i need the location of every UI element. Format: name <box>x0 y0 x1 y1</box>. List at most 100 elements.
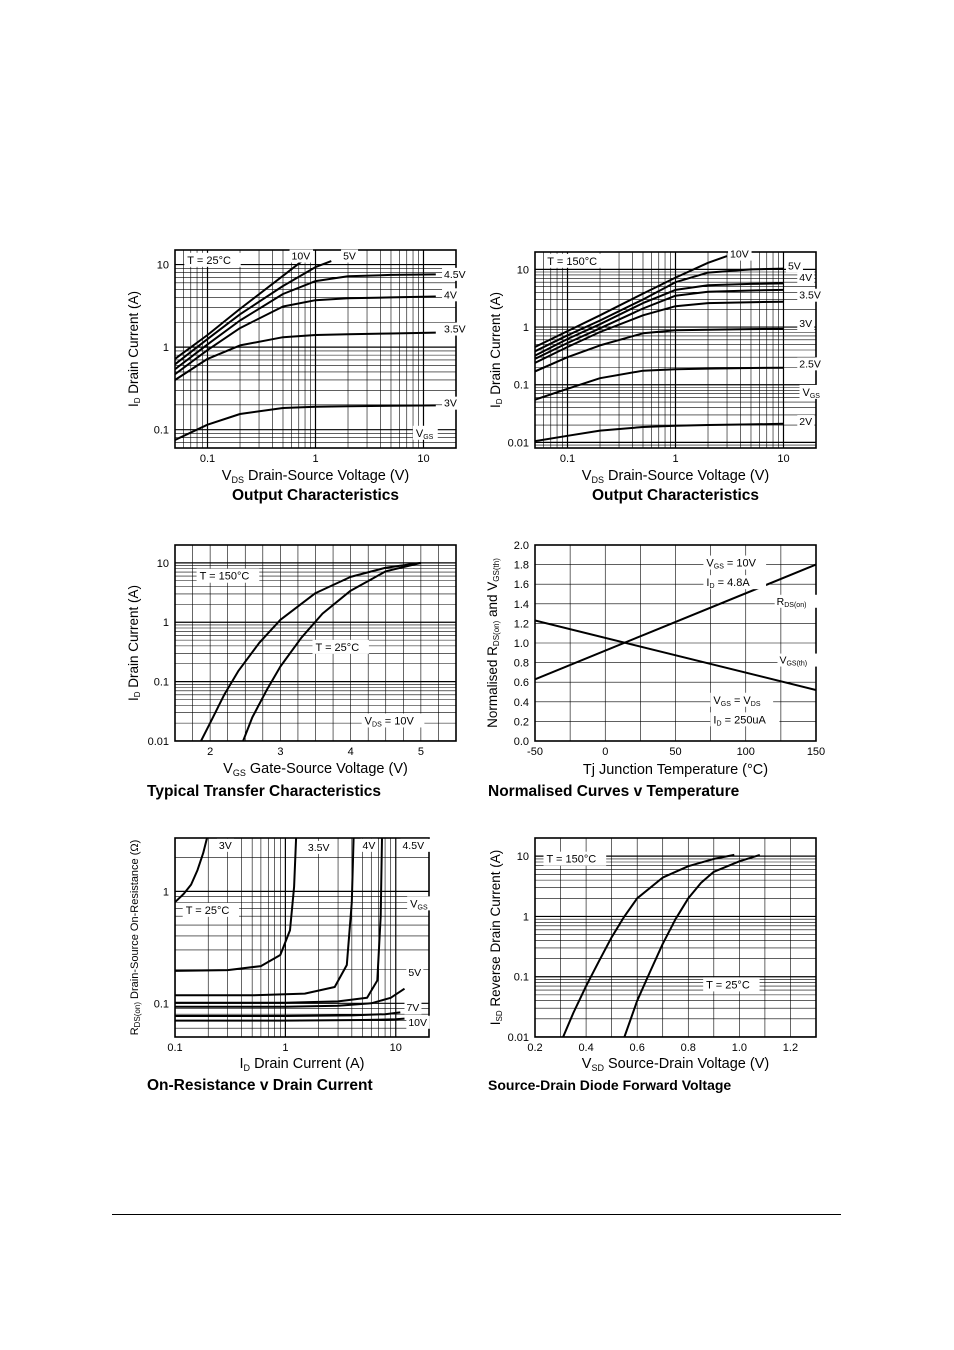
annotation-label: ID = 4.8A <box>706 577 750 590</box>
annotation-label: T = 150°C <box>547 256 597 268</box>
series-line-3v <box>175 404 436 441</box>
y-tick-label: 0.01 <box>148 736 169 748</box>
chart-c4: -50 0 50 100 150 0.0 0.2 0.4 0.6 0.8 1.0 1.2 1.4 1.6 1… <box>485 540 834 800</box>
annotation-label: VDS = 10V <box>365 715 415 728</box>
series-line-4-5v <box>175 838 383 1004</box>
x-tick-label: 0.8 <box>681 1042 696 1054</box>
series-line-3v <box>175 838 208 903</box>
annotation-label: T = 25°C <box>706 979 750 991</box>
annotation-label: T = 25°C <box>316 642 360 654</box>
y-tick-label: 10 <box>517 264 529 276</box>
series-line-4-5v <box>175 273 436 370</box>
plot-frame <box>534 544 817 742</box>
annotation-label: VGS <box>803 387 821 400</box>
y-tick-label: 0.1 <box>514 380 529 392</box>
y-tick-label: 1 <box>163 886 169 898</box>
x-axis-label: Tj Junction Temperature (°C) <box>583 762 768 778</box>
series-line-5v <box>535 267 784 353</box>
grid <box>175 250 456 448</box>
series-line-3-5v <box>535 300 784 364</box>
y-axis-label: RDS(on) Drain-Source On-Resistance (Ω) <box>129 840 142 1036</box>
chart-title: Source-Drain Diode Forward Voltage <box>488 1077 731 1093</box>
x-tick-label: 5 <box>418 746 424 758</box>
y-tick-label: 0.01 <box>508 437 529 449</box>
x-tick-label: 150 <box>807 746 825 758</box>
series-line-4v <box>535 282 784 357</box>
x-axis-label: VDS Drain-Source Voltage (V) <box>222 468 409 485</box>
chart-title: On-Resistance v Drain Current <box>147 1077 373 1094</box>
x-tick-label: 0 <box>602 746 608 758</box>
x-tick-label: 0.1 <box>200 453 215 465</box>
plot-frame <box>534 837 817 1038</box>
series-line-t-25-c <box>242 561 422 741</box>
annotation-label: T = 150°C <box>200 571 250 583</box>
y-tick-label: 1 <box>163 342 169 354</box>
series-label: 4.5V <box>402 840 424 852</box>
x-tick-label: 10 <box>417 453 429 465</box>
y-tick-label: 1 <box>523 911 529 923</box>
y-axis-label: ID Drain Current (A) <box>126 585 142 701</box>
series-line-t-25-c <box>623 853 761 1037</box>
series-line-4v <box>175 295 436 376</box>
series-line-r-ds-on- <box>535 563 816 681</box>
series-line-3v <box>535 327 784 373</box>
series-label: 5V <box>788 260 801 272</box>
x-tick-label: 3 <box>277 746 283 758</box>
series-label: 10V <box>730 249 749 261</box>
y-tick-label: 1 <box>523 322 529 334</box>
plot-frame <box>534 251 817 449</box>
annotation-label: VGS <box>410 898 428 911</box>
series-line-10v <box>175 260 303 360</box>
series-line-5v <box>175 987 406 1008</box>
chart-c1: 0.1 1 10 0.1 1 10 10V 5V 4.5V 4V 3.5V 3V T = 25°C VGS… <box>126 249 473 504</box>
series-label: 3V <box>799 318 812 330</box>
x-axis-label: ID Drain Current (A) <box>240 1056 365 1073</box>
x-tick-label: 10 <box>777 453 789 465</box>
y-tick-label: 1.8 <box>514 560 529 572</box>
y-tick-label: 0.8 <box>514 658 529 670</box>
series-line-5v <box>175 260 332 366</box>
annotation-label: VGS = 10V <box>706 558 756 571</box>
x-tick-label: 1 <box>672 453 678 465</box>
x-tick-label: 0.1 <box>560 453 575 465</box>
annotation-label: T = 25°C <box>187 255 231 267</box>
series-label: 3V <box>219 840 232 852</box>
x-axis-label: VDS Drain-Source Voltage (V) <box>582 468 769 485</box>
x-tick-label: 2 <box>207 746 213 758</box>
x-tick-label: 0.6 <box>630 1042 645 1054</box>
annotation-label: ID = 250uA <box>713 714 766 727</box>
x-tick-label: 0.4 <box>578 1042 593 1054</box>
x-tick-label: 0.2 <box>527 1042 542 1054</box>
series-line-2-5v <box>535 366 784 401</box>
chart-title: Normalised Curves v Temperature <box>488 783 740 800</box>
chart-c5: 0.1 1 10 0.1 1 3V 3.5V 4V 4.5V 5V 7V 10V T = 25°C VGS… <box>129 837 433 1094</box>
series-label: 4V <box>444 289 457 301</box>
x-tick-label: 50 <box>669 746 681 758</box>
x-tick-label: 1.2 <box>783 1042 798 1054</box>
plot-frame <box>174 837 430 1038</box>
plot-frame <box>174 249 457 449</box>
series-line-10v <box>535 255 728 348</box>
y-tick-label: 0.1 <box>154 425 169 437</box>
grid <box>535 545 816 741</box>
series-line-3-5v <box>175 331 436 381</box>
annotation-label: T = 25°C <box>186 905 230 917</box>
footer-rule <box>112 1214 841 1215</box>
chart-c6: 0.2 0.4 0.6 0.8 1.0 1.2 0.01 0.1 1 10 T = 150°C T =… <box>488 837 817 1093</box>
series-label: 3.5V <box>308 842 330 854</box>
y-tick-label: 10 <box>157 260 169 272</box>
y-tick-label: 0.6 <box>514 677 529 689</box>
y-tick-label: 0.2 <box>514 716 529 728</box>
series-line-4v <box>175 838 355 997</box>
chart-title: Output Characteristics <box>232 487 399 504</box>
series-label: 10V <box>292 251 311 263</box>
series-label: 4V <box>363 840 376 852</box>
series-line-3-5v <box>175 838 298 972</box>
series-label: 5V <box>343 251 356 263</box>
plot-frame <box>174 544 457 742</box>
series-line-3 <box>535 288 784 360</box>
x-tick-label: 1 <box>312 453 318 465</box>
series-line-t-150-c <box>200 561 422 741</box>
chart-c3: 2 3 4 5 0.01 0.1 1 10 T = 150°C T = 25°C VDS = 10V… <box>126 544 457 800</box>
x-tick-label: 10 <box>390 1042 402 1054</box>
